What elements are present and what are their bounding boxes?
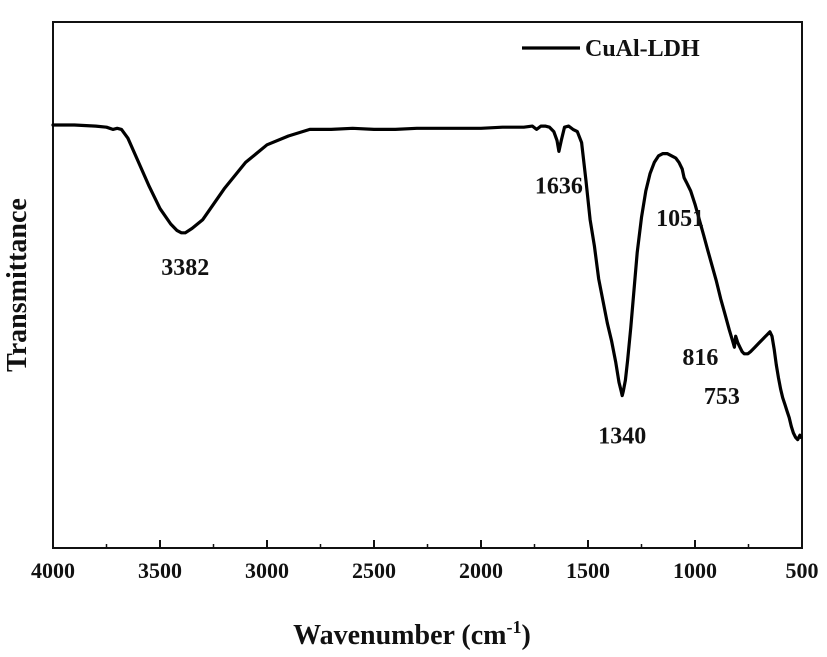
x-tick-label-1500: 1500 — [566, 558, 610, 583]
peak-label-3382: 3382 — [161, 255, 209, 281]
x-axis-ticks — [52, 540, 803, 548]
legend-label: CuAl-LDH — [585, 36, 700, 62]
x-axis-tick-labels: 4000 3500 3000 2500 2000 1500 1000 500 — [31, 558, 819, 583]
x-tick-label-4000: 4000 — [31, 558, 75, 583]
peak-annotations: 3382 1636 1340 1051 816 753 — [161, 173, 740, 449]
x-tick-label-500: 500 — [786, 558, 819, 583]
x-axis-title: Wavenumber (cm-1) — [293, 617, 531, 651]
peak-label-816: 816 — [682, 345, 718, 371]
plot-frame — [52, 21, 803, 549]
series-line-cual-ldh — [51, 123, 803, 442]
legend: CuAl-LDH — [522, 36, 700, 62]
x-tick-label-2500: 2500 — [352, 558, 396, 583]
x-axis-title-sup: -1 — [507, 617, 522, 637]
peak-label-1636: 1636 — [535, 173, 583, 199]
y-axis-title: Transmittance — [2, 198, 33, 372]
x-tick-label-3500: 3500 — [138, 558, 182, 583]
x-axis-title-end: ) — [522, 620, 531, 651]
x-axis-title-main: Wavenumber (cm — [293, 620, 506, 651]
peak-label-1340: 1340 — [598, 424, 646, 450]
x-tick-label-1000: 1000 — [673, 558, 717, 583]
peak-label-1051: 1051 — [656, 206, 704, 232]
x-tick-label-2000: 2000 — [459, 558, 503, 583]
peak-label-753: 753 — [704, 384, 740, 410]
x-tick-label-3000: 3000 — [245, 558, 289, 583]
